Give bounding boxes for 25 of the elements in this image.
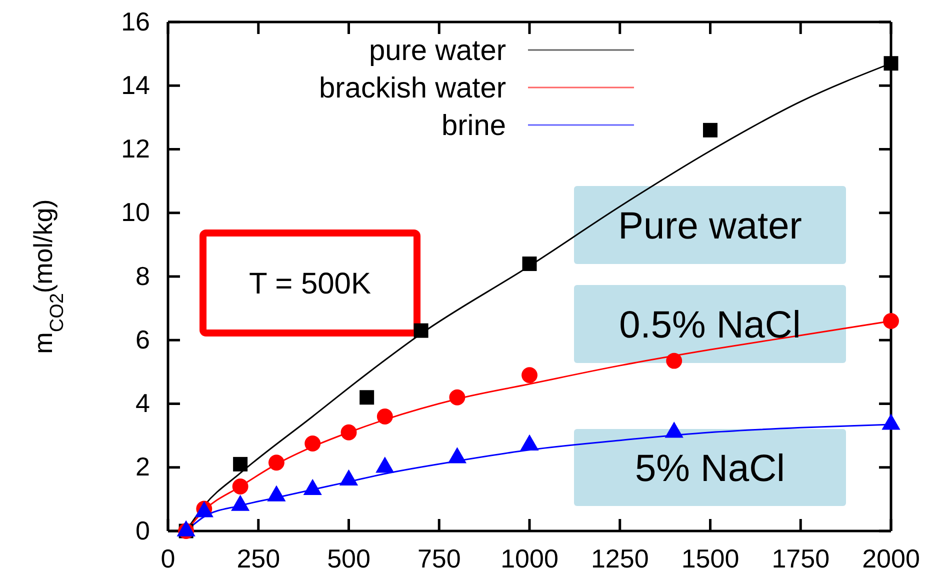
legend-label: brine (442, 110, 506, 142)
y-tick-label: 12 (121, 134, 150, 164)
y-tick-label: 0 (136, 515, 150, 546)
y-tick-label: 10 (121, 197, 150, 228)
y-tick-label: 2 (136, 452, 150, 482)
annotation: Pure water (618, 205, 802, 248)
y-tick-label: 6 (136, 324, 150, 354)
y-tick-label: 14 (121, 70, 150, 100)
x-tick-label: 500 (327, 543, 370, 574)
y-tick-label: 4 (136, 388, 150, 418)
y-tick-label: 16 (121, 6, 150, 36)
annotation: T = 500K (248, 268, 372, 300)
x-tick-label: 1250 (590, 543, 649, 574)
x-tick-label: 750 (417, 543, 461, 574)
x-tick-label: 250 (236, 543, 280, 574)
x-tick-label: 1750 (772, 543, 830, 574)
legend-label: pure water (368, 35, 506, 68)
x-tick-label: 0 (160, 543, 176, 574)
x-tick-label: 1000 (500, 543, 558, 574)
x-tick-label: 2000 (862, 543, 920, 574)
legend-label: brackish water (319, 72, 506, 105)
annotation: 0.5% NaCl (619, 304, 801, 346)
x-tick-label: 1500 (681, 543, 740, 574)
annotation: 5% NaCl (635, 448, 785, 490)
y-tick-label: 8 (136, 260, 150, 291)
